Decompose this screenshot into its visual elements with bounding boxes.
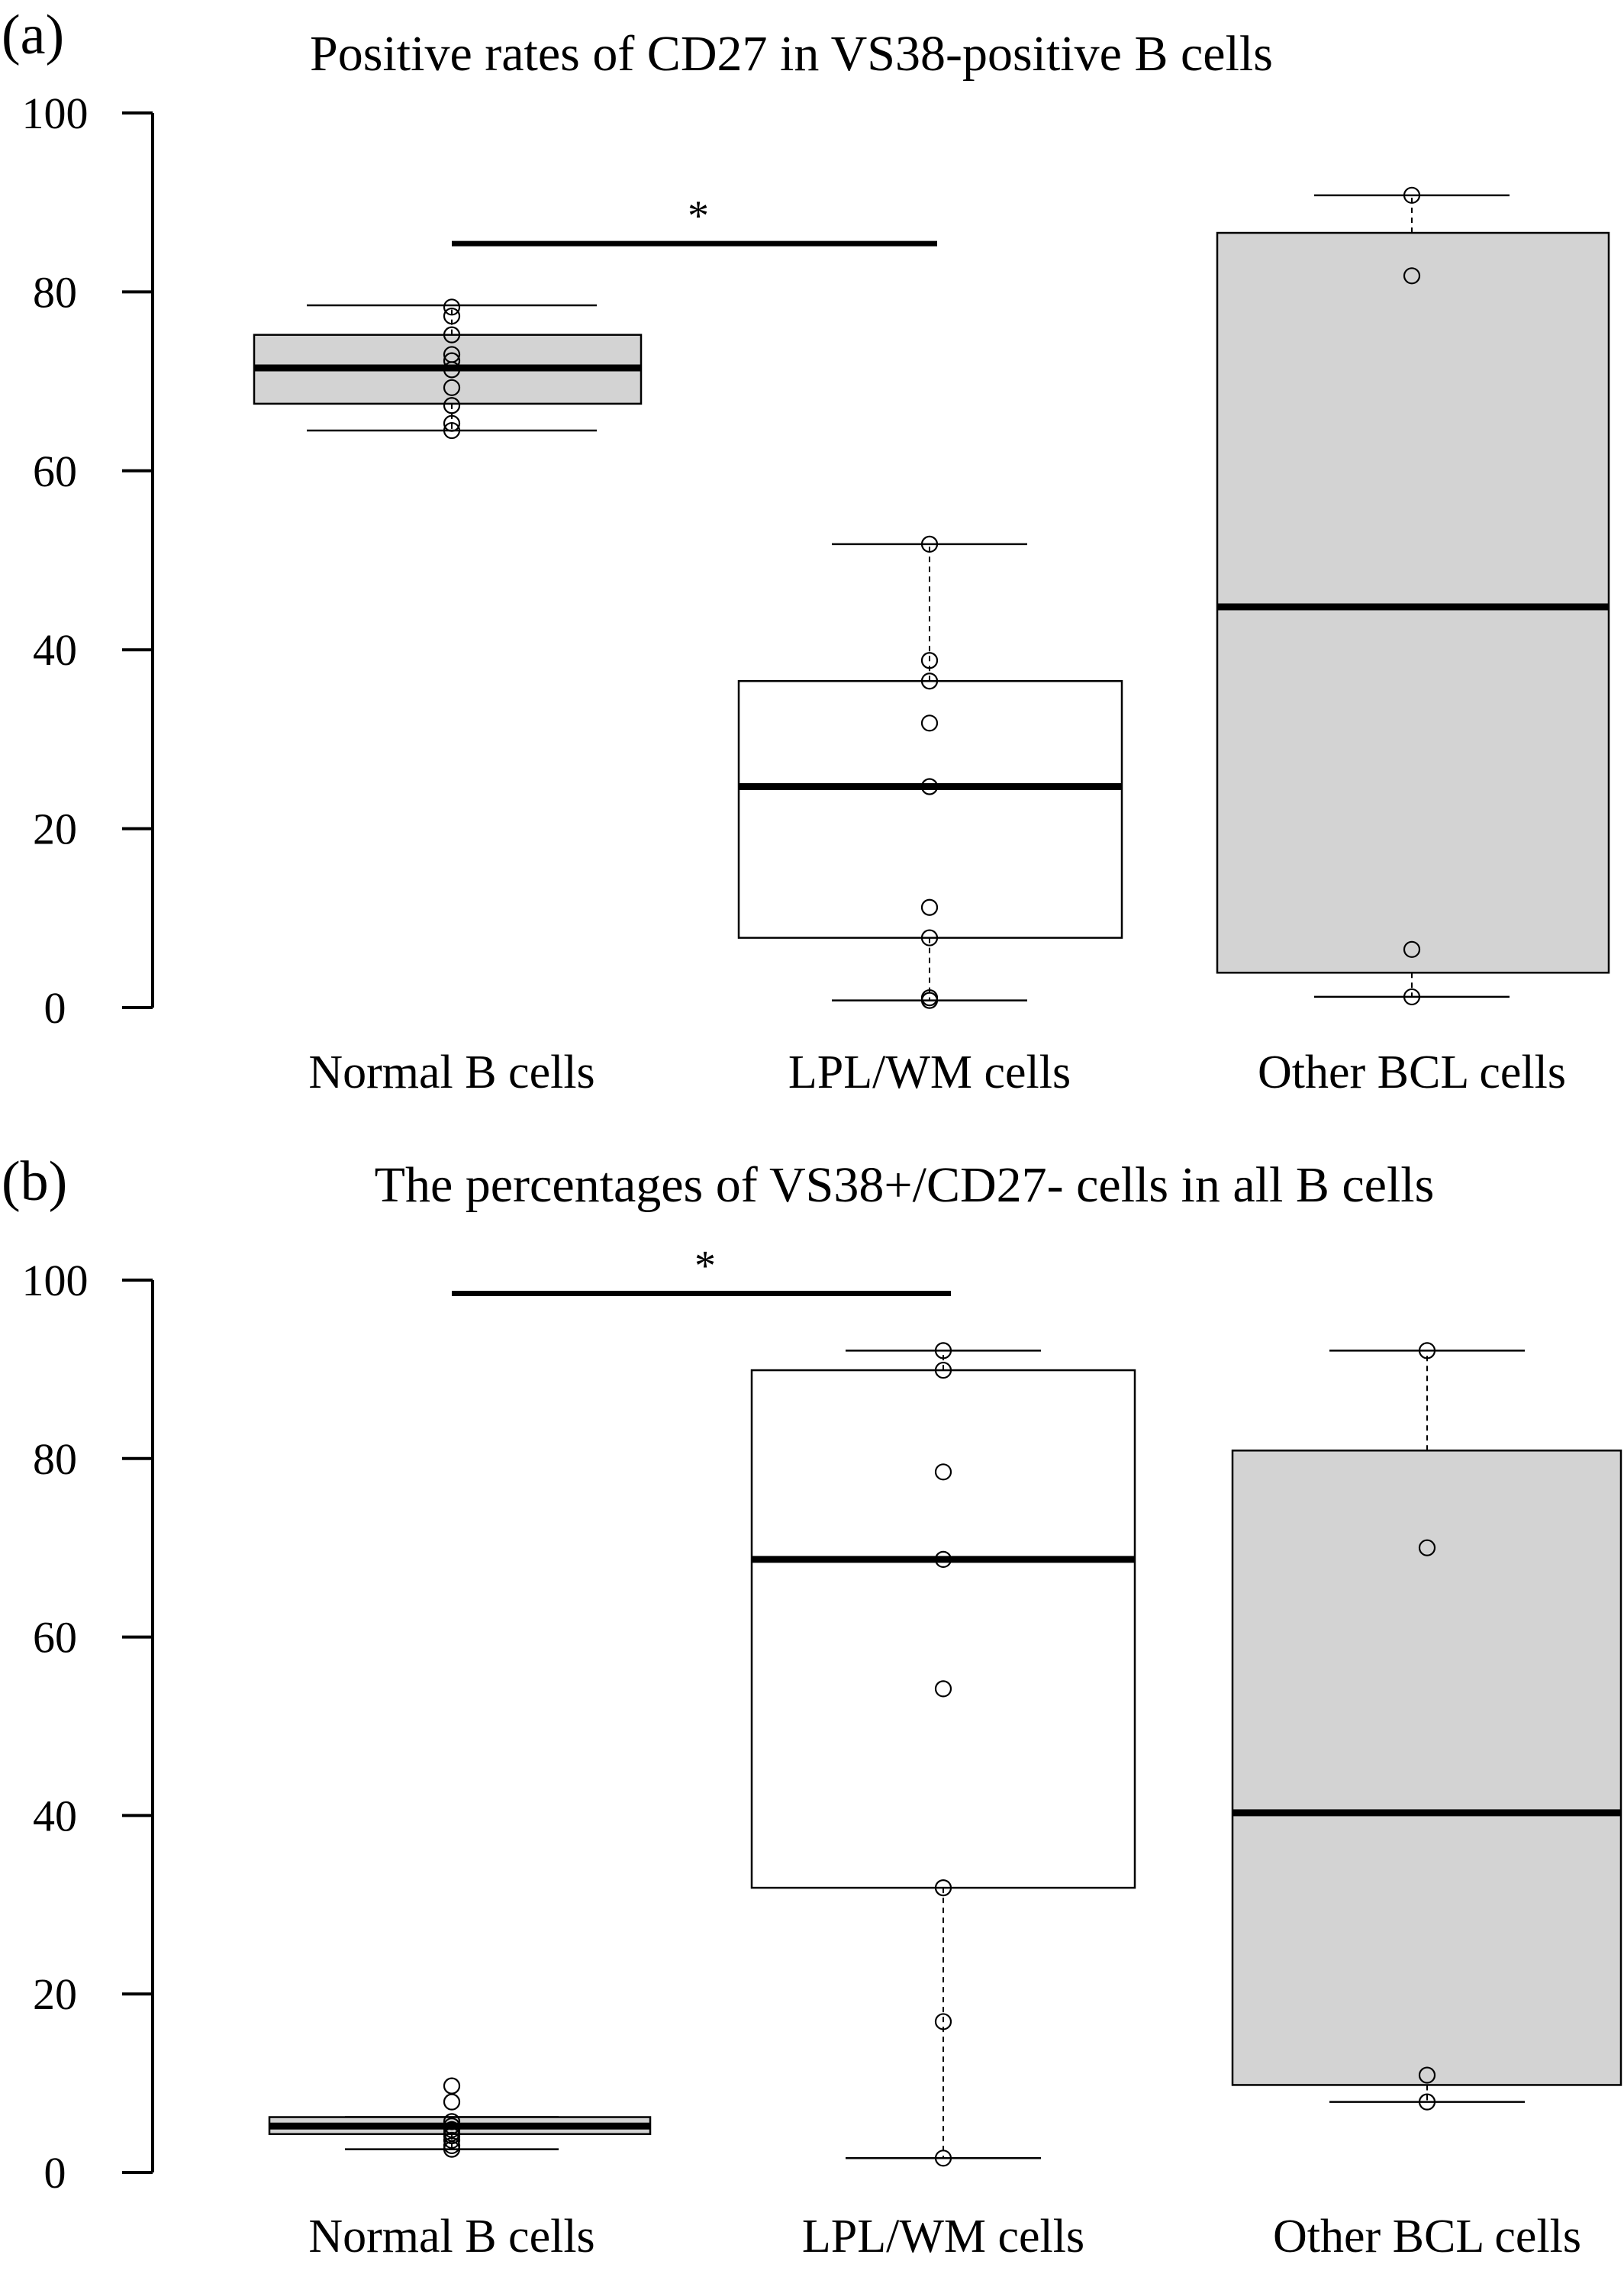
pb-point-3-1 xyxy=(1418,2093,1436,2111)
panel-a: (a) Positive rates of CD27 in VS38-posit… xyxy=(2,4,1610,1098)
pa-point-1-8 xyxy=(443,326,461,343)
pb-point-2-4 xyxy=(934,1680,952,1698)
pa-y-tick-label-40: 40 xyxy=(33,625,77,675)
panel-b: (b) The percentages of VS38+/CD27- cells… xyxy=(2,1150,1622,2262)
pa-y-tick-label-20: 20 xyxy=(33,805,77,854)
pa-point-1-9 xyxy=(443,307,461,325)
pb-point-2-8 xyxy=(934,1342,952,1359)
pa-y-tick-label-60: 60 xyxy=(33,447,77,496)
pb-point-3-3 xyxy=(1418,1539,1436,1556)
pa-point-2-2 xyxy=(920,989,939,1007)
chart-title-b: The percentages of VS38+/CD27- cells in … xyxy=(375,1157,1435,1213)
pb-y-tick-label-0: 0 xyxy=(44,2148,66,2198)
pa-category-label-2: LPL/WM cells xyxy=(788,1047,1071,1098)
pa-box-group-2 xyxy=(737,535,1123,1009)
pa-category-label-3: Other BCL cells xyxy=(1258,1047,1566,1098)
pa-box-group-3 xyxy=(1216,186,1610,1006)
pb-point-2-2 xyxy=(934,2013,952,2030)
pb-category-label-1: Normal B cells xyxy=(308,2211,594,2262)
pa-significance-star: * xyxy=(688,192,709,240)
pb-point-1-8 xyxy=(443,2113,461,2130)
pa-point-1-7 xyxy=(443,346,461,363)
pb-point-1-9 xyxy=(443,2093,461,2111)
pa-box-2 xyxy=(737,679,1123,939)
pb-y-tick-label-60: 60 xyxy=(33,1613,77,1663)
pb-significance-star: * xyxy=(694,1243,716,1290)
pb-box-group-3 xyxy=(1231,1342,1622,2111)
pa-point-1-4 xyxy=(443,379,461,396)
pa-point-2-6 xyxy=(920,714,939,732)
pa-y-tick-label-80: 80 xyxy=(33,267,77,317)
pb-point-2-7 xyxy=(934,1361,952,1379)
pa-category-label-1: Normal B cells xyxy=(308,1047,594,1098)
pa-point-2-7 xyxy=(920,672,939,690)
pa-point-1-6 xyxy=(443,352,461,369)
pa-box-group-1 xyxy=(253,298,643,440)
pa-y-tick-label-100: 100 xyxy=(22,89,89,138)
pa-box-3 xyxy=(1216,231,1610,974)
pb-box-3 xyxy=(1231,1450,1622,2086)
pb-point-2-3 xyxy=(934,1879,952,1897)
pa-point-1-2 xyxy=(443,414,461,432)
pa-point-3-3 xyxy=(1403,267,1421,285)
pa-point-2-8 xyxy=(920,652,939,669)
pb-y-tick-label-80: 80 xyxy=(33,1434,77,1484)
pb-point-2-1 xyxy=(934,2150,952,2167)
pa-y-tick-label-0: 0 xyxy=(44,983,66,1033)
pa-point-2-5 xyxy=(920,778,939,795)
pb-box-group-2 xyxy=(750,1342,1136,2167)
pb-point-2-5 xyxy=(934,1550,952,1568)
pb-box-2 xyxy=(750,1369,1136,1889)
panel-label-b: (b) xyxy=(2,1150,67,1213)
pb-point-3-2 xyxy=(1418,2066,1436,2084)
pa-point-3-4 xyxy=(1403,186,1421,204)
pa-point-2-9 xyxy=(920,535,939,553)
pb-point-2-6 xyxy=(934,1463,952,1481)
pb-point-1-3 xyxy=(443,2131,461,2150)
pb-category-label-3: Other BCL cells xyxy=(1273,2211,1581,2262)
pa-point-1-1 xyxy=(443,421,461,440)
pb-point-1-10 xyxy=(443,2077,461,2095)
chart-title-a: Positive rates of CD27 in VS38-positive … xyxy=(310,26,1273,82)
pb-point-3-4 xyxy=(1418,1342,1436,1359)
pb-box-group-1 xyxy=(268,2077,652,2158)
pa-point-2-3 xyxy=(920,929,939,947)
pa-point-3-1 xyxy=(1403,988,1421,1006)
pb-y-tick-label-20: 20 xyxy=(33,1969,77,2019)
pa-point-3-2 xyxy=(1403,940,1421,958)
pa-point-1-10 xyxy=(443,298,461,316)
pb-point-1-7 xyxy=(443,2117,461,2135)
pa-point-1-3 xyxy=(443,397,461,414)
pb-y-tick-label-100: 100 xyxy=(22,1256,89,1305)
pb-category-label-2: LPL/WM cells xyxy=(802,2211,1084,2262)
pa-point-2-4 xyxy=(920,898,939,916)
pb-y-tick-label-40: 40 xyxy=(33,1791,77,1840)
panel-label-a: (a) xyxy=(2,4,64,66)
